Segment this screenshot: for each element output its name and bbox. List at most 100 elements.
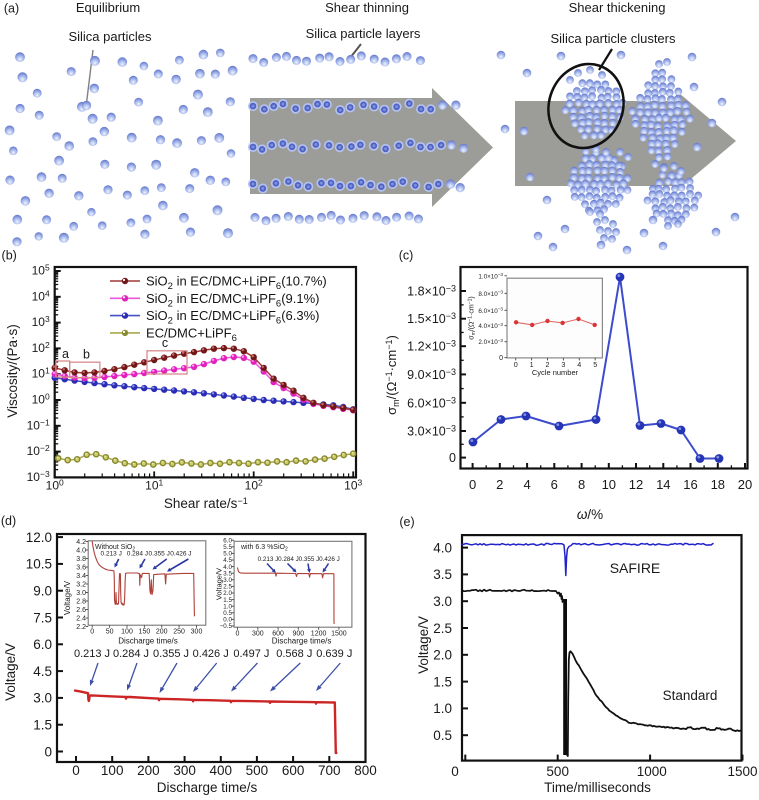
svg-text:1500: 1500 [727, 764, 757, 779]
svg-text:Voltage/V: Voltage/V [3, 643, 18, 701]
svg-text:0.5: 0.5 [223, 610, 232, 617]
svg-text:1500: 1500 [331, 631, 347, 638]
svg-text:4.5: 4.5 [223, 557, 232, 564]
svg-text:0: 0 [90, 629, 94, 636]
svg-text:3.2: 3.2 [76, 582, 86, 589]
svg-text:8.0×10−3: 8.0×10−3 [478, 290, 503, 298]
svg-text:Silica particle clusters: Silica particle clusters [551, 31, 676, 46]
svg-text:0: 0 [451, 764, 459, 779]
svg-text:12: 12 [629, 477, 643, 492]
svg-text:1.5×10−3: 1.5×10−3 [407, 311, 456, 326]
svg-text:2.0: 2.0 [433, 648, 452, 663]
svg-text:20: 20 [738, 477, 752, 492]
svg-text:800: 800 [354, 763, 377, 778]
svg-text:300: 300 [252, 631, 264, 638]
svg-text:4: 4 [523, 477, 530, 492]
svg-text:SiO2 in EC/DMC+LiPF6(6.3%): SiO2 in EC/DMC+LiPF6(6.3%) [146, 308, 320, 327]
svg-text:6: 6 [551, 477, 558, 492]
svg-text:3.0×10−3: 3.0×10−3 [407, 424, 456, 439]
svg-text:Voltage/V: Voltage/V [416, 616, 431, 674]
svg-text:16: 16 [683, 477, 697, 492]
svg-text:0: 0 [449, 451, 456, 465]
svg-text:10.5: 10.5 [26, 557, 52, 572]
svg-text:1: 1 [530, 360, 534, 369]
svg-text:200: 200 [156, 629, 168, 636]
svg-text:18: 18 [711, 477, 725, 492]
svg-text:Voltage/V: Voltage/V [215, 568, 224, 600]
svg-text:2.8: 2.8 [76, 599, 86, 606]
svg-text:(a): (a) [4, 2, 19, 16]
svg-text:Standard: Standard [663, 688, 718, 703]
svg-text:Without SiO2: Without SiO2 [95, 544, 135, 553]
svg-text:104: 104 [32, 288, 50, 303]
svg-text:1.0: 1.0 [433, 701, 452, 716]
svg-text:Discharge time/s: Discharge time/s [157, 780, 258, 795]
svg-text:1.5: 1.5 [433, 674, 452, 689]
svg-text:0.0: 0.0 [223, 617, 232, 624]
svg-text:SiO2 in EC/DMC+LiPF6(10.7%): SiO2 in EC/DMC+LiPF6(10.7%) [146, 274, 327, 293]
svg-text:0.639 J: 0.639 J [316, 648, 352, 660]
svg-text:a: a [62, 347, 69, 361]
svg-text:Shear thickening: Shear thickening [569, 0, 666, 15]
svg-text:4.0: 4.0 [223, 564, 232, 571]
svg-text:(b): (b) [2, 249, 17, 263]
svg-text:with 6.3 %SiO2: with 6.3 %SiO2 [240, 544, 288, 553]
svg-text:0.355 J: 0.355 J [299, 556, 320, 563]
svg-text:300: 300 [191, 629, 203, 636]
svg-text:1000: 1000 [637, 764, 667, 779]
svg-text:3.0: 3.0 [33, 691, 52, 706]
svg-text:SAFIRE: SAFIRE [610, 560, 661, 576]
svg-text:9.0: 9.0 [33, 584, 52, 599]
svg-text:5.0: 5.0 [223, 551, 232, 558]
svg-text:14: 14 [656, 477, 670, 492]
svg-text:Discharge time/s: Discharge time/s [272, 637, 332, 646]
svg-text:1.0×10−3: 1.0×10−3 [478, 272, 503, 280]
svg-text:50: 50 [106, 629, 114, 636]
svg-text:300: 300 [173, 763, 196, 778]
svg-text:0: 0 [236, 631, 240, 638]
svg-text:2.5: 2.5 [223, 584, 232, 591]
svg-text:4.0×10−3: 4.0×10−3 [478, 322, 503, 330]
svg-text:σm/(Ω−1·cm−1): σm/(Ω−1·cm−1) [384, 335, 401, 415]
svg-text:Viscosity/(Pa·s): Viscosity/(Pa·s) [5, 324, 20, 418]
svg-text:6.0×10−3: 6.0×10−3 [478, 307, 503, 315]
svg-text:0.426 J: 0.426 J [193, 648, 229, 660]
svg-text:10−1: 10−1 [27, 417, 50, 432]
svg-text:0.284 J: 0.284 J [278, 556, 299, 563]
svg-text:3: 3 [561, 360, 565, 369]
svg-text:Voltage/V: Voltage/V [63, 580, 72, 615]
svg-text:(e): (e) [399, 515, 414, 529]
svg-text:ω/%: ω/% [577, 507, 603, 522]
svg-text:5.5: 5.5 [223, 544, 232, 551]
svg-text:Shear rate/s−1: Shear rate/s−1 [164, 496, 248, 511]
svg-text:−0.5: −0.5 [220, 623, 233, 630]
svg-text:102: 102 [245, 477, 263, 492]
svg-text:8: 8 [578, 477, 585, 492]
svg-text:4.0: 4.0 [76, 548, 86, 555]
svg-text:1.2×10−3: 1.2×10−3 [407, 339, 456, 354]
svg-text:2.0×10−3: 2.0×10−3 [478, 338, 503, 346]
svg-text:1.0: 1.0 [223, 603, 232, 610]
svg-text:1.5: 1.5 [33, 718, 52, 733]
svg-text:2.4: 2.4 [76, 616, 86, 623]
svg-text:b: b [83, 348, 90, 362]
svg-text:1200: 1200 [311, 631, 327, 638]
svg-text:7.5: 7.5 [33, 610, 52, 625]
svg-text:3.8: 3.8 [76, 556, 86, 563]
svg-text:c: c [162, 336, 168, 350]
svg-text:2: 2 [546, 360, 550, 369]
svg-text:0.426 J: 0.426 J [319, 556, 340, 563]
svg-text:102: 102 [32, 340, 50, 355]
svg-text:900: 900 [292, 631, 304, 638]
svg-text:250: 250 [173, 629, 185, 636]
svg-text:600: 600 [272, 631, 284, 638]
svg-text:EC/DMC+LiPF6: EC/DMC+LiPF6 [146, 325, 237, 344]
svg-text:0.5: 0.5 [433, 728, 452, 743]
svg-text:Equilibrium: Equilibrium [76, 0, 140, 15]
svg-text:0.213 J: 0.213 J [74, 648, 110, 660]
svg-text:500: 500 [246, 763, 269, 778]
svg-text:2: 2 [496, 477, 503, 492]
svg-text:0.568 J: 0.568 J [276, 648, 312, 660]
svg-text:6.0: 6.0 [33, 637, 52, 652]
svg-text:0.355 J: 0.355 J [149, 551, 170, 558]
